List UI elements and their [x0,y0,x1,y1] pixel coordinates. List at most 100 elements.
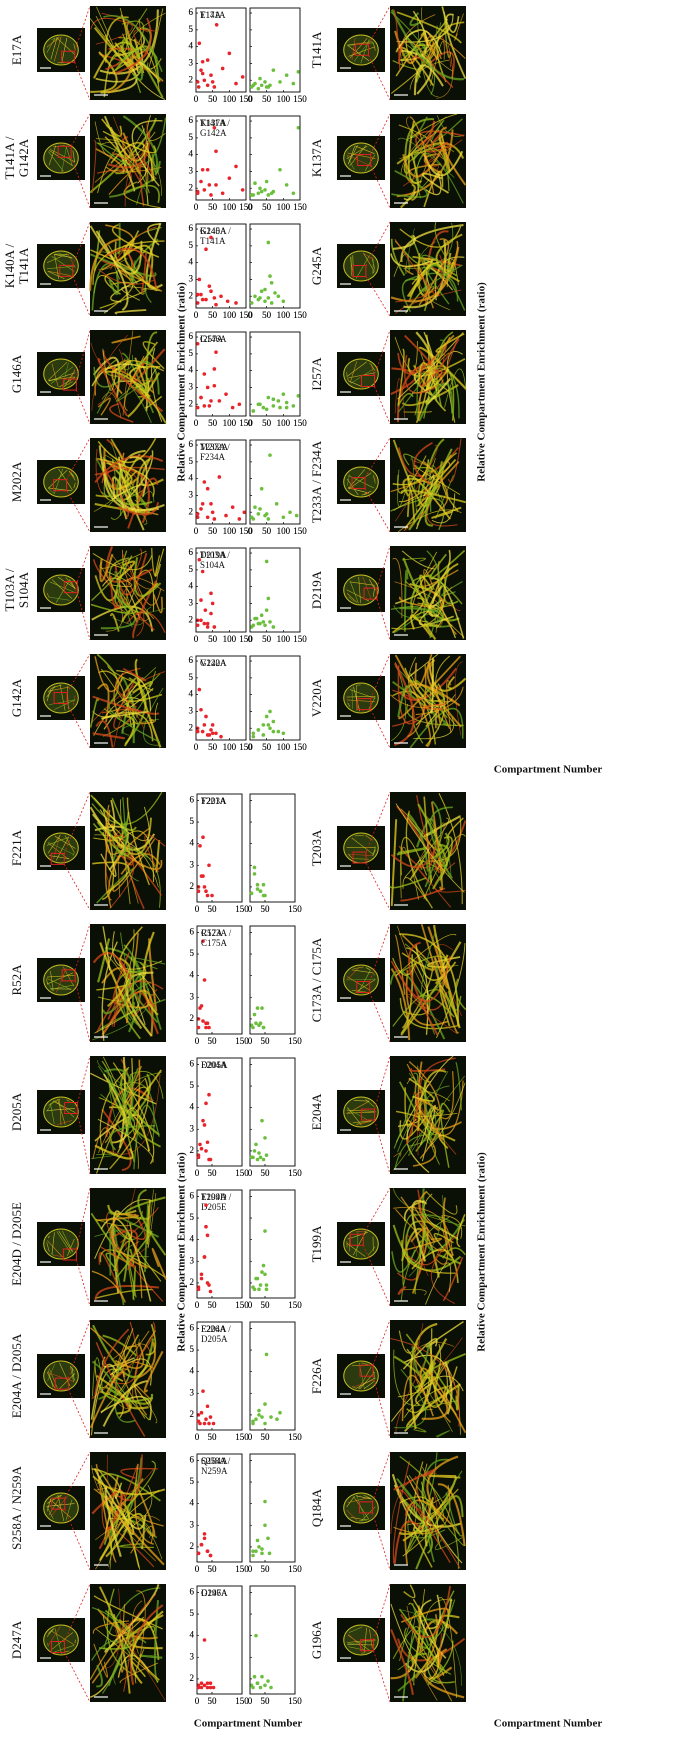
x-tick-label: 50 [262,202,272,212]
x-tick-label: 0 [194,310,199,320]
green-point [268,453,272,457]
x-tick-label: 0 [195,1564,200,1574]
x-tick-label: 0 [248,418,253,428]
red-point [206,386,210,390]
green-point [252,735,256,739]
plot-frame [250,116,300,200]
red-point [208,183,212,187]
green-point [259,1156,263,1160]
green-point [263,1272,267,1276]
cell-outline [44,467,79,497]
red-point [204,247,208,251]
green-point [292,191,296,195]
red-point [206,894,210,898]
y-tick-label: 5 [189,240,194,250]
green-point [262,723,266,727]
red-point [203,1536,207,1540]
red-point [226,299,230,303]
green-point [278,168,282,172]
plot-frame [250,8,300,92]
green-point [268,1552,272,1556]
green-point [297,126,301,130]
green-point [254,1417,258,1421]
red-point [206,487,210,491]
green-point [257,728,261,732]
green-point [265,1288,269,1292]
red-point [203,480,207,484]
red-point [207,863,211,867]
red-point [198,844,202,848]
green-point [263,1523,267,1527]
x-tick-label: 50 [261,1036,271,1046]
mutant-label: D247A [9,1620,24,1659]
plot-frame [250,1190,295,1298]
red-point [201,570,205,574]
x-tick-label: 0 [248,1036,253,1046]
green-point [272,397,276,401]
mutant-label: I257A [309,357,324,391]
x-tick-label: 50 [262,526,272,536]
red-point [209,502,213,506]
red-point [199,293,203,297]
green-point [251,1026,255,1030]
plot-frame [250,1058,295,1166]
red-point [214,350,218,354]
cell-outline [344,683,379,713]
green-point [256,1006,260,1010]
red-point [197,1420,201,1424]
green-point [251,1686,255,1690]
mutant-label: C173A / C175A [309,937,324,1022]
red-point [204,298,208,302]
green-point [263,623,267,627]
red-point [213,296,217,300]
red-point [198,1006,202,1010]
green-point [256,1681,260,1685]
x-axis-label: Compartment Number [194,1718,303,1730]
y-tick-label: 2 [189,614,194,624]
green-point [278,80,282,84]
x-tick-label: 50 [208,1168,218,1178]
green-point [262,733,266,737]
plot-frame [250,926,295,1034]
y-tick-label: 4 [190,1102,195,1112]
y-tick-label: 5 [190,948,195,958]
plot-frame [250,1322,295,1430]
plot-annotation: T199A [201,1192,227,1202]
green-point [263,299,267,303]
green-point [295,514,299,518]
green-point [265,560,269,564]
mutant-label: G142A [9,678,24,717]
red-point [201,1119,205,1123]
green-point [268,726,272,730]
red-point [209,592,213,596]
zoom-guide [64,864,90,910]
red-point [215,23,219,27]
green-point [252,731,256,735]
cell-outline [44,575,79,605]
red-point [208,404,212,408]
green-point [270,281,274,285]
red-point [241,75,245,79]
y-tick-label: 5 [190,816,195,826]
green-point [252,409,256,413]
green-point [282,299,286,303]
red-point [199,618,203,622]
plot-annotation: G196A [201,1588,228,1598]
mutant-label: T203A [309,829,324,866]
red-point [199,708,203,712]
green-point [265,715,269,719]
red-point [201,502,205,506]
green-point [272,404,276,408]
green-point [277,730,281,734]
x-tick-label: 150 [293,634,307,644]
mutant-label: E204A [309,1093,324,1130]
x-tick-label: 50 [208,202,218,212]
plot-annotation: F234A [200,452,226,462]
x-tick-label: 0 [248,526,253,536]
red-point [196,293,200,297]
green-point [263,80,267,84]
green-point [250,892,254,896]
x-tick-label: 0 [248,1432,253,1442]
green-point [256,887,260,891]
plot-frame [197,1058,242,1166]
